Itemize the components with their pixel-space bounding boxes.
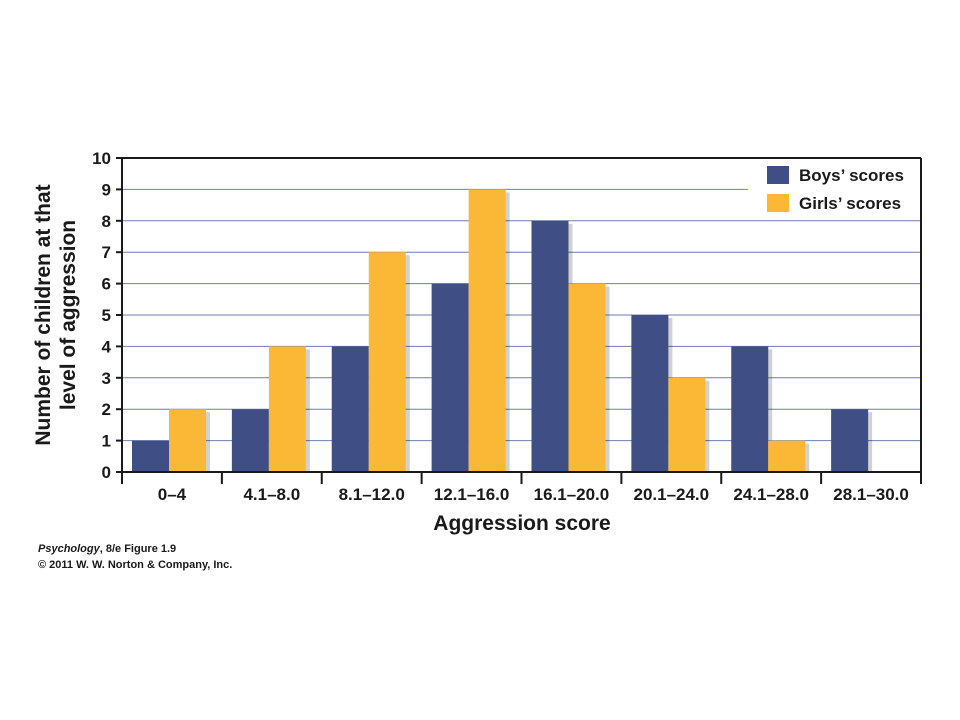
y-tick-label: 0 (102, 463, 111, 482)
bar-girls (268, 346, 306, 472)
bar-girls (468, 189, 506, 472)
y-tick-label: 5 (102, 306, 111, 325)
x-tick-label: 20.1–24.0 (633, 485, 709, 504)
bar-girls (169, 409, 206, 472)
bar-boys (331, 346, 369, 472)
bar-boys (132, 440, 169, 472)
legend-swatch-girls (767, 194, 789, 212)
y-axis-title: Number of children at that level of aggr… (32, 184, 80, 445)
x-tick-label: 4.1–8.0 (243, 485, 300, 504)
x-tick-label: 24.1–28.0 (733, 485, 809, 504)
x-axis-title: Aggression score (433, 512, 610, 535)
bars (132, 189, 873, 472)
y-tick-label: 6 (102, 275, 111, 294)
x-tick-label: 12.1–16.0 (434, 485, 510, 504)
bar-girls (668, 377, 706, 472)
y-tick-label: 9 (102, 180, 111, 199)
y-tick-label: 8 (102, 212, 111, 231)
x-tick-label: 28.1–30.0 (833, 485, 909, 504)
bar-boys (431, 283, 469, 472)
legend-swatch-boys (767, 166, 789, 184)
legend-label-boys: Boys’ scores (799, 166, 904, 185)
bar-boys (731, 346, 769, 472)
book-title: Psychology (38, 543, 100, 555)
axes (116, 157, 922, 484)
x-tick-label: 16.1–20.0 (534, 485, 610, 504)
x-tick-label: 8.1–12.0 (339, 485, 405, 504)
y-tick-label: 4 (102, 337, 112, 356)
y-tick-label: 10 (92, 149, 111, 168)
x-tick-label: 0–4 (158, 485, 187, 504)
book-edition-figure: , 8/e Figure 1.9 (99, 543, 177, 555)
legend-label-girls: Girls’ scores (799, 194, 901, 213)
bar-boys (231, 409, 269, 472)
y-axis-title-line-1: Number of children at that (32, 184, 55, 445)
bar-girls (768, 440, 806, 472)
y-tick-label: 3 (102, 369, 111, 388)
bar-girls (568, 283, 606, 472)
y-tick-label: 1 (102, 432, 111, 451)
figure-credit: Psychology, 8/e Figure 1.9 (38, 543, 176, 555)
y-axis-title-line-2: level of aggression (57, 220, 80, 410)
bar-boys (631, 315, 669, 472)
grid-lines (122, 188, 921, 442)
y-tick-labels: 0 1 2 3 4 5 6 7 8 9 10 (92, 149, 111, 482)
y-tick-label: 7 (102, 243, 111, 262)
y-tick-label: 2 (102, 400, 111, 419)
bar-boys (831, 409, 869, 472)
bar-girls (368, 252, 406, 472)
x-tick-labels: 0–4 4.1–8.0 8.1–12.0 12.1–16.0 16.1–20.0 20.1… (158, 485, 909, 504)
bar-boys (531, 220, 569, 472)
copyright-notice: © 2011 W. W. Norton & Company, Inc. (38, 559, 233, 571)
legend: Boys’ scores Girls’ scores (767, 166, 904, 213)
